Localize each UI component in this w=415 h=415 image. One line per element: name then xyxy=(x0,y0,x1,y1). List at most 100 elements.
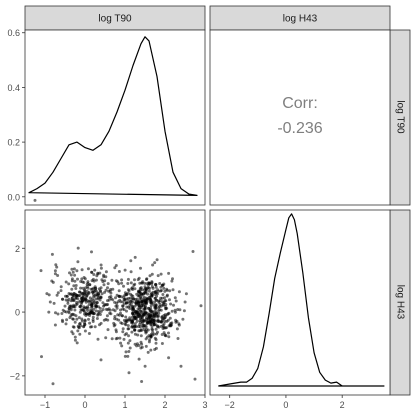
scatter-point xyxy=(156,330,159,334)
scatter-point xyxy=(127,289,131,293)
scatter-point xyxy=(93,325,97,329)
tick-label-t90-density-y: 0.2 xyxy=(7,138,20,148)
scatter-point xyxy=(87,317,90,321)
scatter-point xyxy=(86,267,90,271)
scatter-point xyxy=(142,318,146,322)
scatter-point xyxy=(179,364,183,368)
scatter-point xyxy=(82,276,86,279)
scatter-point xyxy=(73,279,77,283)
tick-label-scatter-x: 2 xyxy=(162,400,167,410)
scatter-point xyxy=(166,312,170,316)
scatter-point xyxy=(92,307,96,311)
scatter-point xyxy=(128,318,132,322)
scatter-point xyxy=(153,300,157,304)
tick-label-h43-density-x: −2 xyxy=(225,400,235,410)
scatter-point xyxy=(96,294,100,298)
tick-label-h43-density-x: 2 xyxy=(340,400,345,410)
scatter-point xyxy=(169,324,173,328)
scatter-point xyxy=(139,266,142,270)
scatter-point xyxy=(118,313,121,317)
scatter-point xyxy=(145,278,148,281)
scatter-point xyxy=(157,311,161,315)
t90-density-curve xyxy=(28,36,198,196)
scatter-point xyxy=(72,284,76,288)
scatter-point xyxy=(60,318,64,322)
scatter-point xyxy=(87,332,91,335)
scatter-point xyxy=(123,354,127,358)
scatter-point xyxy=(171,277,174,281)
scatter-point xyxy=(109,295,113,298)
scatter-point xyxy=(154,346,158,350)
scatter-point xyxy=(97,287,101,291)
scatter-point xyxy=(93,268,97,272)
scatter-point xyxy=(160,315,164,319)
scatter-point xyxy=(74,284,78,287)
scatter-point xyxy=(81,299,85,303)
scatter-point xyxy=(97,305,101,309)
scatter-point xyxy=(114,296,117,300)
scatter-point xyxy=(91,290,95,294)
scatter-point xyxy=(134,302,138,306)
scatter-point xyxy=(152,314,156,318)
scatter-point xyxy=(136,289,140,293)
scatter-point xyxy=(159,324,163,328)
scatter-point xyxy=(135,317,138,321)
scatter-point xyxy=(76,324,80,328)
scatter-point xyxy=(88,283,92,287)
scatter-point xyxy=(70,296,74,300)
scatter-point xyxy=(50,252,54,256)
scatter-point xyxy=(125,309,128,313)
scatter-point xyxy=(101,301,105,305)
scatter-point xyxy=(145,335,149,339)
scatter-point xyxy=(63,304,67,308)
scatter-point xyxy=(137,357,141,361)
scatter-point xyxy=(126,354,130,358)
scatter-point xyxy=(163,313,167,317)
scatter-point xyxy=(96,337,100,341)
scatter-point xyxy=(69,273,73,277)
scatter-point xyxy=(74,314,78,318)
tick-label-scatter-y: −2 xyxy=(10,371,20,381)
scatter-point xyxy=(33,198,37,202)
scatter-point xyxy=(95,317,99,320)
scatter-point xyxy=(138,325,142,329)
scatter-point xyxy=(174,299,178,303)
scatter-point xyxy=(100,292,104,296)
scatter-point xyxy=(106,308,110,312)
strip-header-log-t90 xyxy=(24,5,206,31)
scatter-point xyxy=(121,330,125,334)
scatter-point xyxy=(167,335,171,339)
scatter-point xyxy=(113,266,117,270)
scatter-point xyxy=(154,327,158,331)
scatter-point xyxy=(170,309,174,313)
scatter-point xyxy=(157,300,161,304)
scatter-point xyxy=(163,296,166,300)
scatter-point xyxy=(150,301,154,305)
scatter-point xyxy=(99,309,103,313)
scatter-point xyxy=(104,336,108,340)
scatter-point xyxy=(78,310,82,314)
scatter-point xyxy=(135,292,139,296)
scatter-point xyxy=(150,280,154,284)
scatter-point xyxy=(55,293,59,297)
scatter-point xyxy=(92,279,96,283)
scatter-point xyxy=(170,321,174,325)
scatter-point xyxy=(70,293,74,297)
scatter-point xyxy=(72,267,76,271)
scatter-point xyxy=(136,300,140,304)
scatter-point xyxy=(138,320,142,324)
scatter-point xyxy=(136,312,140,316)
scatter-point xyxy=(119,321,123,325)
scatter-point xyxy=(76,260,80,264)
scatter-point xyxy=(133,328,137,332)
scatter-point xyxy=(163,289,167,293)
scatter-point xyxy=(68,316,72,320)
scatter-point xyxy=(145,322,149,326)
strip-label-log-t90: log T90 xyxy=(98,14,132,25)
scatter-point xyxy=(160,333,164,336)
scatter-point xyxy=(104,275,108,279)
scatter-point xyxy=(40,355,43,359)
scatter-point xyxy=(55,265,59,269)
scatter-point xyxy=(114,279,118,283)
scatter-point xyxy=(161,293,165,296)
